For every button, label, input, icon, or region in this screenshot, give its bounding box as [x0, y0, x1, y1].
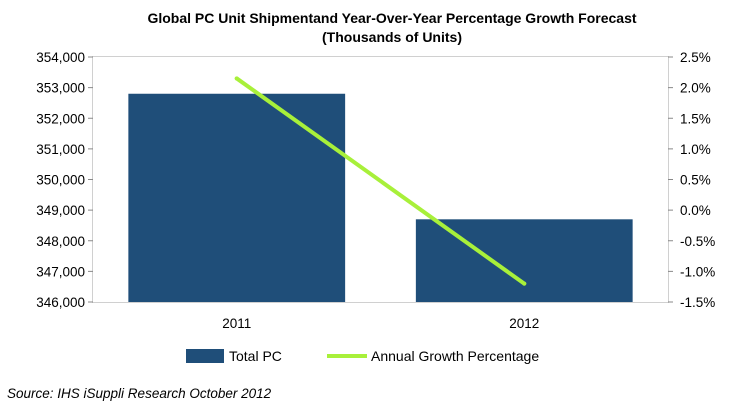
left-axis: 346,000 347,000 348,000 349,000 350,000 351,0… — [36, 50, 93, 310]
chart-title: Global PC Unit Shipmentand Year-Over-Yea… — [147, 10, 636, 26]
chart-subtitle: (Thousands of Units) — [322, 29, 462, 45]
line-annual-growth — [234, 76, 527, 286]
point-annual-growth-2011 — [234, 76, 239, 81]
bar-total-pc-2011 — [128, 93, 346, 302]
legend-swatch-total-pc — [186, 349, 224, 363]
legend-label-growth: Annual Growth Percentage — [371, 348, 539, 364]
x-tick-label: 2011 — [222, 316, 251, 331]
left-tick-label: 351,000 — [36, 142, 85, 157]
line-series — [234, 76, 527, 286]
legend: Total PC Annual Growth Percentage — [186, 348, 539, 364]
right-tick-label: 2.5% — [680, 50, 711, 65]
right-axis: -1.5% -1.0% -0.5% 0.0% 0.5% 1.0% 1.5% 2.0% 2.5% — [668, 50, 715, 310]
bar-series — [128, 93, 633, 302]
right-tick-label: 0.0% — [680, 203, 711, 218]
right-tick-label: -1.5% — [680, 295, 715, 310]
right-tick-label: 1.5% — [680, 111, 711, 126]
left-tick-label: 346,000 — [36, 295, 85, 310]
left-tick-label: 353,000 — [36, 81, 85, 96]
left-tick-label: 347,000 — [36, 264, 85, 279]
left-tick-label: 350,000 — [36, 173, 85, 188]
x-axis: 2011 2012 — [222, 316, 539, 331]
left-tick-label: 348,000 — [36, 234, 85, 249]
right-tick-label: 0.5% — [680, 173, 711, 188]
point-annual-growth-2012 — [522, 281, 527, 286]
left-tick-label: 352,000 — [36, 111, 85, 126]
left-tick-label: 349,000 — [36, 203, 85, 218]
right-tick-label: 1.0% — [680, 142, 711, 157]
x-tick-label: 2012 — [509, 316, 539, 331]
right-tick-label: -1.0% — [680, 264, 715, 279]
right-tick-label: -0.5% — [680, 234, 715, 249]
source-note: Source: IHS iSuppli Research October 201… — [7, 386, 272, 401]
left-tick-label: 354,000 — [36, 50, 85, 65]
right-tick-label: 2.0% — [680, 81, 711, 96]
legend-label-total-pc: Total PC — [229, 348, 282, 364]
